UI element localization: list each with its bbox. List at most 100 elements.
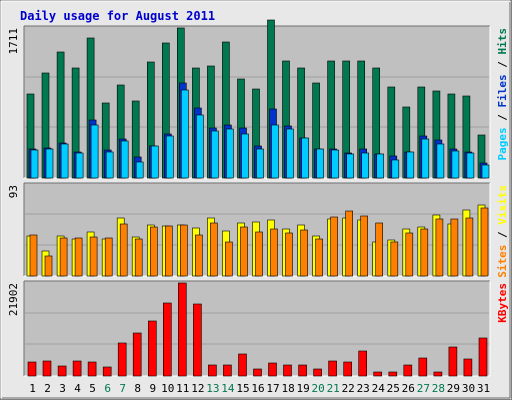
legend-item-hits: Hits xyxy=(496,28,509,55)
chart-title: Daily usage for August 2011 xyxy=(20,9,215,23)
tick-label-day-1: 1 xyxy=(29,382,36,395)
legend-item-files: Files xyxy=(496,74,509,107)
bar-kbytes-day-3 xyxy=(57,365,67,377)
tick-label-day-11: 11 xyxy=(176,382,189,395)
bar-pages-day-17 xyxy=(271,124,279,179)
panel-hits: 1711 Pages / Files / Hits xyxy=(7,19,509,179)
bar-pages-day-27 xyxy=(421,138,430,179)
legend-separator: / xyxy=(496,225,509,245)
bar-pages-day-13 xyxy=(211,130,219,179)
bar-pages-day-6 xyxy=(105,151,114,179)
bar-kbytes-day-5 xyxy=(87,361,97,377)
tick-label-day-15: 15 xyxy=(236,382,249,395)
bar-sites-day-2 xyxy=(44,255,53,277)
legend-visits: Sites / Visits xyxy=(496,185,509,278)
bar-pages-day-10 xyxy=(166,135,174,179)
bar-kbytes-day-18 xyxy=(283,364,292,377)
tick-label-day-22: 22 xyxy=(342,382,355,395)
bar-kbytes-day-1 xyxy=(27,361,37,377)
bar-sites-day-7 xyxy=(119,223,128,277)
bar-sites-day-16 xyxy=(255,231,263,277)
bar-kbytes-day-14 xyxy=(223,364,232,377)
bar-kbytes-day-2 xyxy=(42,360,52,377)
bar-sites-day-27 xyxy=(420,228,429,277)
bar-pages-day-2 xyxy=(45,148,54,179)
tick-label-day-9: 9 xyxy=(149,382,156,395)
panel-visits: 93 Sites / Visits xyxy=(7,182,509,278)
tick-label-day-26: 26 xyxy=(402,382,415,395)
bar-pages-day-8 xyxy=(135,161,144,179)
tick-label-day-14: 14 xyxy=(221,382,235,395)
bar-sites-day-9 xyxy=(150,226,158,277)
bar-pages-day-7 xyxy=(120,140,129,179)
bar-sites-day-15 xyxy=(240,226,248,277)
bar-sites-day-20 xyxy=(315,238,323,277)
bar-kbytes-day-27 xyxy=(418,357,428,377)
tick-label-day-17: 17 xyxy=(266,382,279,395)
legend-kbytes: KBytes xyxy=(496,283,509,323)
legend-separator: / xyxy=(496,108,509,128)
bar-pages-day-15 xyxy=(241,133,249,179)
bar-kbytes-day-21 xyxy=(328,360,337,377)
tick-label-day-6: 6 xyxy=(104,382,111,395)
tick-label-day-25: 25 xyxy=(387,382,400,395)
bar-kbytes-day-8 xyxy=(132,332,142,377)
bar-pages-day-28 xyxy=(436,143,445,179)
chart-panels: 1711 Pages / Files / Hits 93 Sites / Visits… xyxy=(7,19,509,377)
bar-pages-day-3 xyxy=(60,143,69,179)
tick-label-day-2: 2 xyxy=(44,382,51,395)
tick-label-day-31: 31 xyxy=(477,382,490,395)
bar-pages-day-21 xyxy=(331,149,339,179)
bar-kbytes-day-19 xyxy=(298,364,307,377)
legend-item-sites: Sites xyxy=(496,245,509,278)
bar-kbytes-day-7 xyxy=(117,342,127,377)
bar-sites-day-19 xyxy=(300,229,308,277)
legend-hits: Pages / Files / Hits xyxy=(496,28,509,161)
tick-label-day-28: 28 xyxy=(432,382,445,395)
tick-label-day-3: 3 xyxy=(59,382,66,395)
bar-pages-day-26 xyxy=(406,151,415,179)
bar-kbytes-day-6 xyxy=(102,366,112,377)
bar-sites-day-26 xyxy=(405,232,414,277)
bar-pages-day-5 xyxy=(90,124,99,179)
bar-sites-day-29 xyxy=(450,218,459,277)
bar-pages-day-4 xyxy=(75,152,84,179)
tick-label-day-23: 23 xyxy=(357,382,370,395)
tick-label-day-4: 4 xyxy=(74,382,81,395)
tick-label-day-16: 16 xyxy=(251,382,264,395)
bar-kbytes-day-31 xyxy=(478,337,488,377)
bar-pages-day-30 xyxy=(466,152,475,179)
bar-kbytes-day-15 xyxy=(238,353,247,377)
tick-label-day-29: 29 xyxy=(447,382,460,395)
tick-label-day-10: 10 xyxy=(161,382,174,395)
bar-sites-day-22 xyxy=(345,210,354,277)
tick-label-day-13: 13 xyxy=(206,382,219,395)
tick-label-day-12: 12 xyxy=(191,382,204,395)
bar-sites-day-11 xyxy=(180,224,188,277)
tick-label-day-30: 30 xyxy=(462,382,475,395)
bar-kbytes-day-13 xyxy=(208,364,217,377)
bar-kbytes-day-25 xyxy=(388,371,398,377)
bar-sites-day-17 xyxy=(270,228,278,277)
bar-sites-day-3 xyxy=(59,237,68,277)
bar-pages-day-12 xyxy=(196,114,204,179)
bar-pages-day-16 xyxy=(256,148,264,179)
bar-pages-day-20 xyxy=(316,148,324,179)
bar-sites-day-13 xyxy=(210,222,218,277)
tick-label-day-20: 20 xyxy=(311,382,324,395)
bar-sites-day-24 xyxy=(375,222,384,277)
bar-kbytes-day-4 xyxy=(72,360,82,377)
bar-kbytes-day-29 xyxy=(448,346,458,377)
bar-sites-day-30 xyxy=(465,217,474,277)
bar-kbytes-day-10 xyxy=(163,302,172,377)
panel-kbytes: 21902 KBytes xyxy=(7,280,509,377)
tick-label-day-7: 7 xyxy=(119,382,126,395)
bar-pages-day-24 xyxy=(376,153,385,179)
tick-label-day-27: 27 xyxy=(417,382,430,395)
max-label-kbytes: 21902 xyxy=(7,283,20,316)
bar-pages-day-1 xyxy=(30,149,39,179)
bar-kbytes-day-28 xyxy=(433,371,443,377)
bar-kbytes-day-22 xyxy=(343,361,353,377)
legend-separator: / xyxy=(496,55,509,75)
bar-pages-day-14 xyxy=(226,128,234,179)
